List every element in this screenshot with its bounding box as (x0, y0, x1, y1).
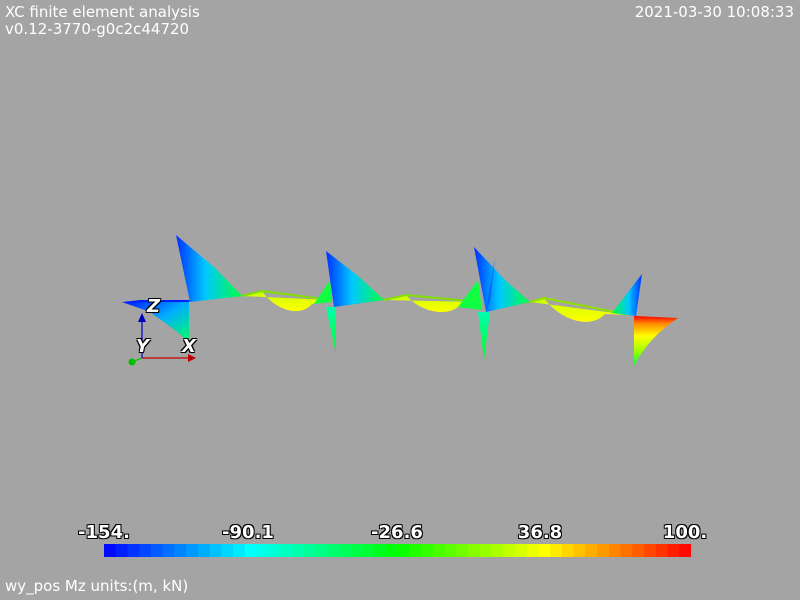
app-version: v0.12-3770-g0c2c44720 (5, 20, 190, 38)
colorbar-segment (186, 544, 199, 557)
colorbar-tick-label: 100. (662, 522, 708, 543)
colorbar-segment (503, 544, 516, 557)
moment-region-span3-sag (530, 298, 630, 322)
colorbar-segment (221, 544, 234, 557)
colorbar-segment (233, 544, 246, 557)
colorbar-segment (561, 544, 575, 557)
x-axis-label: X (182, 336, 196, 357)
colorbar-segment (467, 544, 481, 557)
colorbar-segment (597, 544, 610, 557)
moment-diagram (122, 235, 678, 366)
moment-region-span1-hog (176, 235, 242, 302)
timestamp: 2021-03-30 10:08:33 (634, 3, 794, 21)
colorbar-tick-label: -26.6 (371, 522, 423, 543)
colorbar-segment (655, 544, 669, 557)
moment-region-support2-left (314, 280, 332, 304)
colorbar-segment (550, 544, 563, 557)
colorbar-segment (679, 544, 691, 557)
colorbar-segment (127, 544, 140, 557)
app-title: XC finite element analysis (5, 3, 200, 21)
colorbar-segment (315, 544, 328, 557)
colorbar-segment (608, 544, 622, 557)
colorbar-segment (514, 544, 528, 557)
colorbar-segment (526, 544, 539, 557)
y-axis-label: Y (136, 336, 150, 357)
colorbar-segment (667, 544, 680, 557)
y-axis-marker-icon (128, 358, 136, 366)
moment-region-span1-sag (242, 291, 330, 312)
colorbar-segment (139, 544, 152, 557)
colorbar-segment (644, 544, 657, 557)
colorbar-tick-label: 36.8 (517, 522, 563, 543)
colorbar-segment (350, 544, 363, 557)
moment-region-left-end-top (122, 300, 190, 302)
colorbar (104, 544, 691, 557)
colorbar-segment (327, 544, 340, 557)
colorbar-segment (174, 544, 187, 557)
moment-region-support4-hog (612, 274, 642, 316)
moment-region-support3-down (478, 312, 490, 360)
colorbar-tick-label: -154. (78, 522, 130, 543)
colorbar-segment (150, 544, 164, 557)
colorbar-segment (197, 544, 211, 557)
moment-region-support3-left (458, 280, 482, 310)
colorbar-segment (162, 544, 176, 557)
moment-region-left-end (122, 302, 189, 342)
colorbar-segment (632, 544, 645, 557)
colorbar-segment (420, 544, 434, 557)
moment-region-support3-hog (474, 247, 530, 312)
colorbar-segment (115, 544, 129, 557)
colorbar-segment (268, 544, 281, 557)
colorbar-segment (432, 544, 446, 557)
colorbar-segment (104, 544, 117, 557)
axes-triad (128, 313, 196, 366)
colorbar-segment (409, 544, 422, 557)
colorbar-segment (444, 544, 457, 557)
colorbar-segment (256, 544, 269, 557)
z-axis-label: Z (147, 296, 161, 317)
colorbar-segment (479, 544, 493, 557)
colorbar-segment (338, 544, 352, 557)
colorbar-segment (362, 544, 375, 557)
colorbar-tick-label: -90.1 (222, 522, 274, 543)
colorbar-segment (209, 544, 222, 557)
footer-label: wy_pos Mz units:(m, kN) (5, 577, 189, 595)
moment-region-support2-down (326, 307, 336, 354)
colorbar-segment (244, 544, 258, 557)
colorbar-segment (291, 544, 305, 557)
colorbar-segment (491, 544, 504, 557)
x-axis-arrow-icon (188, 354, 196, 362)
colorbar-segment (280, 544, 293, 557)
moment-region-span2-sag (384, 295, 478, 313)
moment-region-right-end (634, 316, 678, 366)
colorbar-segment (303, 544, 316, 557)
colorbar-segment (385, 544, 399, 557)
colorbar-segment (397, 544, 410, 557)
colorbar-segment (585, 544, 598, 557)
colorbar-segment (538, 544, 551, 557)
colorbar-segment (573, 544, 586, 557)
colorbar-segment (456, 544, 469, 557)
moment-region-support2-hog (326, 251, 384, 307)
colorbar-segment (620, 544, 633, 557)
colorbar-segment (374, 544, 387, 557)
z-axis-arrow-icon (138, 313, 146, 322)
